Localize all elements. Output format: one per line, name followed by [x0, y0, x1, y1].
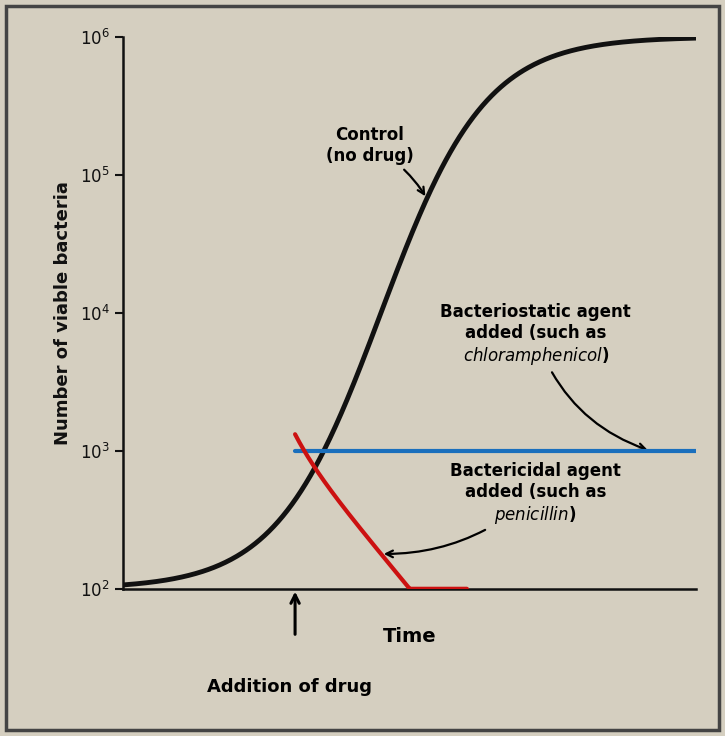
Y-axis label: Number of viable bacteria: Number of viable bacteria — [54, 181, 72, 445]
Text: Control
(no drug): Control (no drug) — [326, 126, 424, 194]
Text: Addition of drug: Addition of drug — [207, 679, 372, 696]
Text: Time: Time — [383, 627, 436, 646]
Text: Bactericidal agent
added (such as
$\it{penicillin}$): Bactericidal agent added (such as $\it{p… — [386, 461, 621, 557]
Text: Bacteriostatic agent
added (such as
$\it{chloramphenicol}$): Bacteriostatic agent added (such as $\it… — [440, 303, 645, 450]
